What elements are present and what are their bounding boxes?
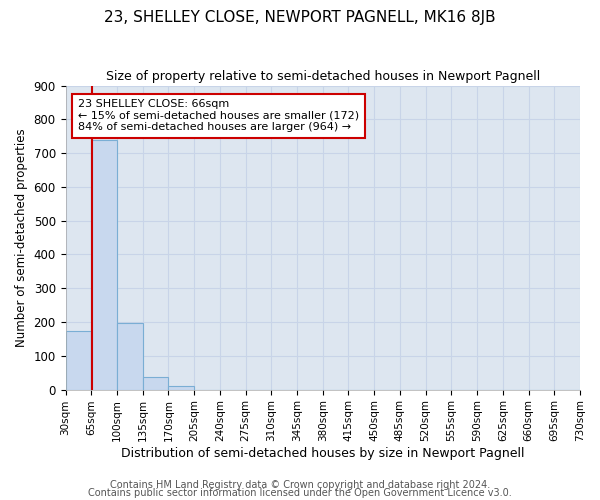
Text: Contains public sector information licensed under the Open Government Licence v3: Contains public sector information licen… — [88, 488, 512, 498]
Text: Contains HM Land Registry data © Crown copyright and database right 2024.: Contains HM Land Registry data © Crown c… — [110, 480, 490, 490]
Text: 23 SHELLEY CLOSE: 66sqm
← 15% of semi-detached houses are smaller (172)
84% of s: 23 SHELLEY CLOSE: 66sqm ← 15% of semi-de… — [78, 99, 359, 132]
Bar — [117, 322, 143, 390]
Bar — [169, 386, 194, 390]
Title: Size of property relative to semi-detached houses in Newport Pagnell: Size of property relative to semi-detach… — [106, 70, 540, 83]
Bar — [143, 377, 169, 390]
Y-axis label: Number of semi-detached properties: Number of semi-detached properties — [15, 128, 28, 347]
X-axis label: Distribution of semi-detached houses by size in Newport Pagnell: Distribution of semi-detached houses by … — [121, 447, 524, 460]
Bar — [91, 140, 117, 390]
Bar — [65, 332, 91, 390]
Text: 23, SHELLEY CLOSE, NEWPORT PAGNELL, MK16 8JB: 23, SHELLEY CLOSE, NEWPORT PAGNELL, MK16… — [104, 10, 496, 25]
